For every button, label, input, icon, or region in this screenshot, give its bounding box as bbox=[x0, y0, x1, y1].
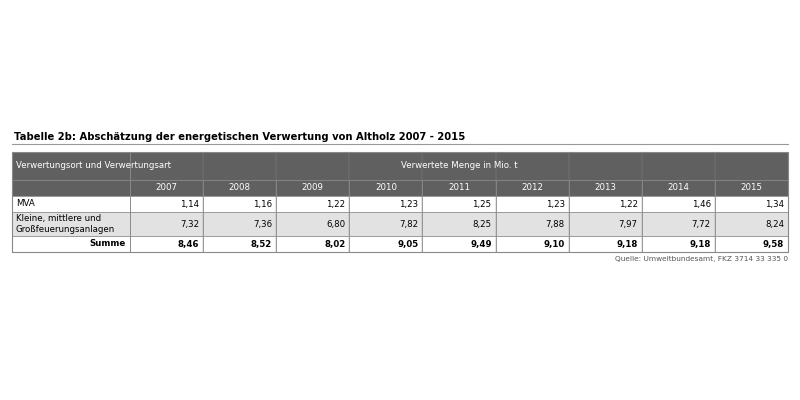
Bar bbox=[12, 236, 130, 252]
Text: 2007: 2007 bbox=[155, 184, 178, 192]
Text: 8,25: 8,25 bbox=[473, 220, 491, 228]
Text: 9,18: 9,18 bbox=[690, 240, 711, 248]
Bar bbox=[276, 212, 350, 236]
Bar bbox=[203, 236, 276, 252]
Text: 2012: 2012 bbox=[521, 184, 543, 192]
Text: 1,23: 1,23 bbox=[399, 200, 418, 208]
Text: 7,97: 7,97 bbox=[618, 220, 638, 228]
Bar bbox=[12, 180, 130, 196]
Bar bbox=[642, 196, 715, 212]
Bar bbox=[276, 180, 350, 196]
Bar bbox=[569, 212, 642, 236]
Text: 8,02: 8,02 bbox=[324, 240, 346, 248]
Bar bbox=[12, 212, 130, 236]
Text: 1,25: 1,25 bbox=[473, 200, 491, 208]
Bar bbox=[130, 152, 788, 180]
Text: 9,58: 9,58 bbox=[762, 240, 784, 248]
Text: 2011: 2011 bbox=[448, 184, 470, 192]
Bar bbox=[203, 196, 276, 212]
Bar bbox=[422, 236, 495, 252]
Bar bbox=[130, 236, 203, 252]
Text: 1,16: 1,16 bbox=[253, 200, 272, 208]
Text: 1,22: 1,22 bbox=[618, 200, 638, 208]
Bar bbox=[276, 196, 350, 212]
Bar bbox=[350, 180, 422, 196]
Text: 9,05: 9,05 bbox=[398, 240, 418, 248]
Bar bbox=[715, 212, 788, 236]
Text: Tabelle 2b: Abschätzung der energetischen Verwertung von Altholz 2007 - 2015: Tabelle 2b: Abschätzung der energetische… bbox=[14, 132, 466, 142]
Bar bbox=[12, 152, 788, 252]
Text: 7,32: 7,32 bbox=[180, 220, 199, 228]
Text: 1,46: 1,46 bbox=[692, 200, 711, 208]
Text: 2010: 2010 bbox=[375, 184, 397, 192]
Bar bbox=[642, 212, 715, 236]
Text: 6,80: 6,80 bbox=[326, 220, 346, 228]
Bar bbox=[203, 180, 276, 196]
Text: 8,24: 8,24 bbox=[765, 220, 784, 228]
Text: Verwertete Menge in Mio. t: Verwertete Menge in Mio. t bbox=[401, 162, 518, 170]
Bar bbox=[569, 236, 642, 252]
Text: 2013: 2013 bbox=[594, 184, 616, 192]
Bar bbox=[569, 196, 642, 212]
Text: 8,52: 8,52 bbox=[251, 240, 272, 248]
Text: 1,22: 1,22 bbox=[326, 200, 346, 208]
Bar bbox=[130, 196, 203, 212]
Text: 2015: 2015 bbox=[741, 184, 762, 192]
Text: 1,34: 1,34 bbox=[765, 200, 784, 208]
Text: 2014: 2014 bbox=[667, 184, 690, 192]
Bar bbox=[642, 236, 715, 252]
Bar bbox=[495, 212, 569, 236]
Bar bbox=[495, 196, 569, 212]
Bar bbox=[203, 212, 276, 236]
Bar bbox=[715, 236, 788, 252]
Text: Verwertungsort und Verwertungsart: Verwertungsort und Verwertungsart bbox=[16, 162, 171, 170]
Bar bbox=[422, 180, 495, 196]
Bar bbox=[715, 180, 788, 196]
Text: Kleine, mittlere und: Kleine, mittlere und bbox=[16, 214, 101, 224]
Text: 1,23: 1,23 bbox=[546, 200, 565, 208]
Bar bbox=[350, 196, 422, 212]
Bar bbox=[12, 196, 130, 212]
Text: 7,82: 7,82 bbox=[399, 220, 418, 228]
Text: 9,49: 9,49 bbox=[470, 240, 491, 248]
Text: 9,18: 9,18 bbox=[617, 240, 638, 248]
Text: 9,10: 9,10 bbox=[543, 240, 565, 248]
Text: 1,14: 1,14 bbox=[180, 200, 199, 208]
Text: 7,88: 7,88 bbox=[546, 220, 565, 228]
Bar bbox=[422, 212, 495, 236]
Text: Summe: Summe bbox=[90, 240, 126, 248]
Text: 7,36: 7,36 bbox=[253, 220, 272, 228]
Text: Großfeuerungsanlagen: Großfeuerungsanlagen bbox=[16, 224, 115, 234]
Text: Quelle: Umweltbundesamt, FKZ 3714 33 335 0: Quelle: Umweltbundesamt, FKZ 3714 33 335… bbox=[615, 256, 788, 262]
Bar bbox=[495, 236, 569, 252]
Bar bbox=[130, 212, 203, 236]
Bar bbox=[276, 236, 350, 252]
Bar bbox=[350, 236, 422, 252]
Text: 2009: 2009 bbox=[302, 184, 324, 192]
Text: MVA: MVA bbox=[16, 200, 34, 208]
Bar bbox=[12, 152, 130, 180]
Bar bbox=[715, 196, 788, 212]
Bar bbox=[350, 212, 422, 236]
Text: 2008: 2008 bbox=[229, 184, 250, 192]
Bar bbox=[495, 180, 569, 196]
Bar bbox=[642, 180, 715, 196]
Text: 7,72: 7,72 bbox=[692, 220, 711, 228]
Bar bbox=[130, 180, 203, 196]
Text: 8,46: 8,46 bbox=[178, 240, 199, 248]
Bar bbox=[422, 196, 495, 212]
Bar bbox=[569, 180, 642, 196]
